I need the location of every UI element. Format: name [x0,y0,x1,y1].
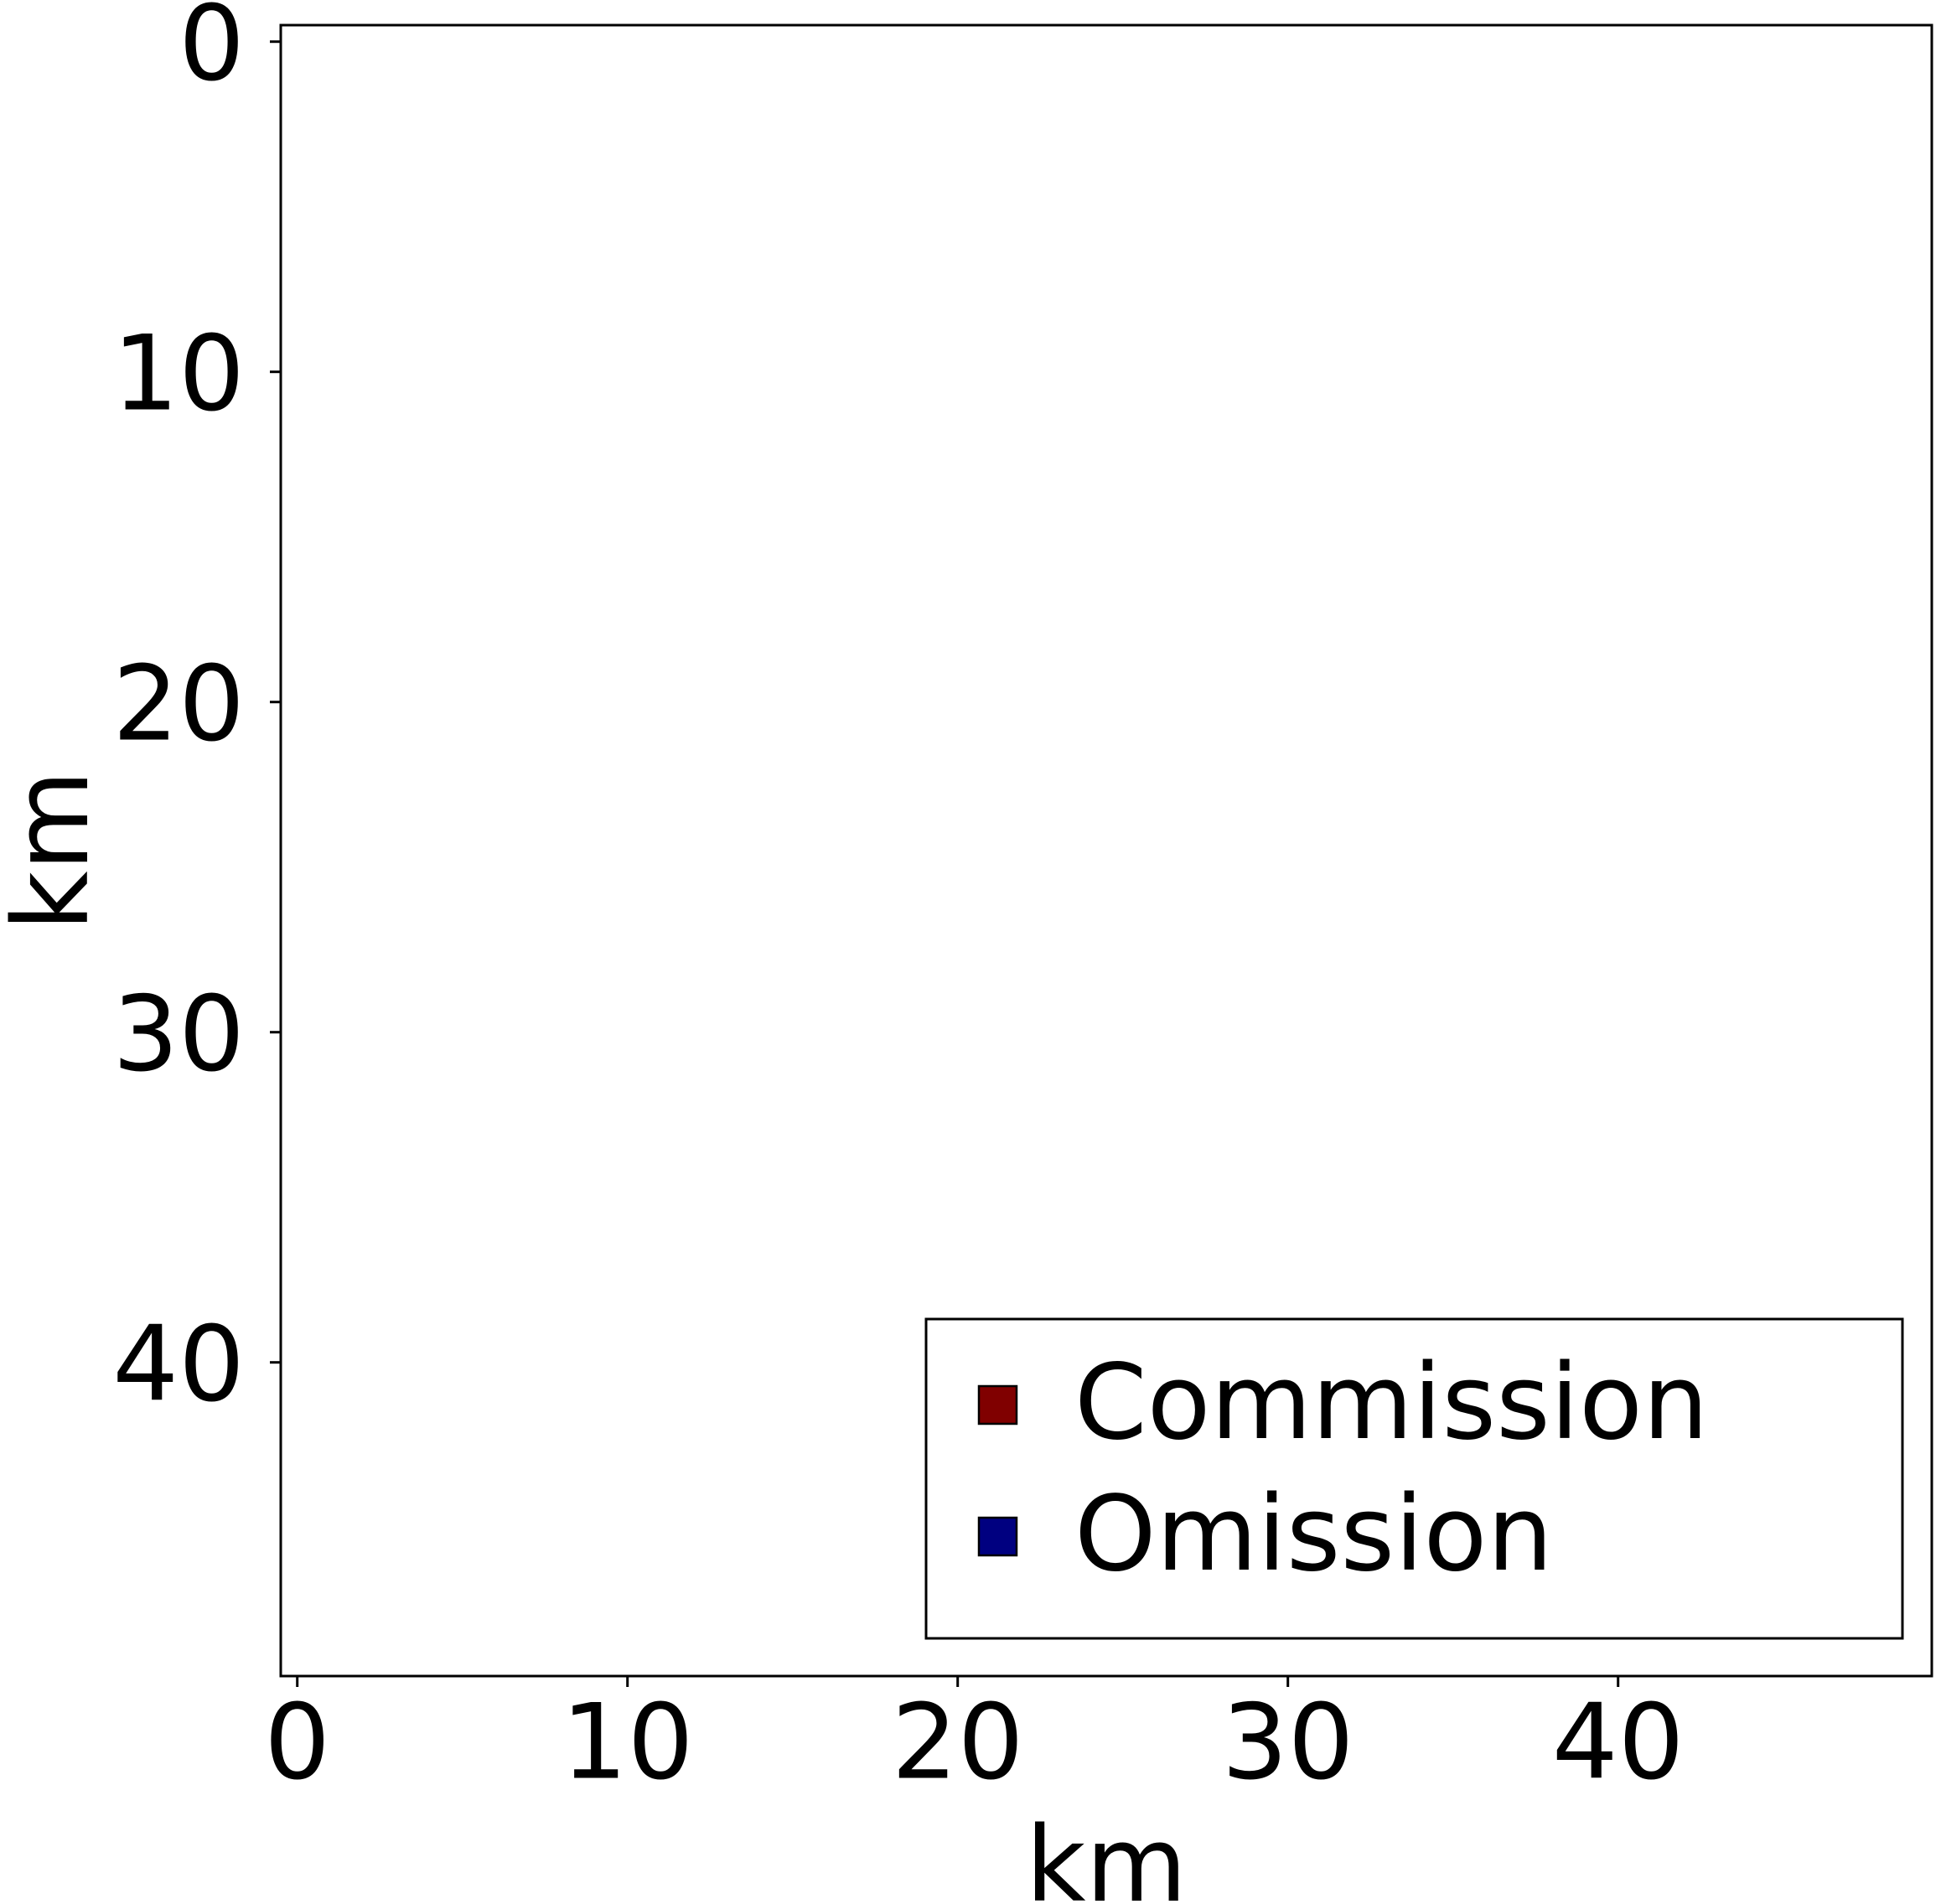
x-axis-ticks: 0 10 20 30 40 [264,1676,1685,1803]
y-axis-ticks: 0 10 20 30 40 [112,0,281,1425]
legend-frame [924,1317,1904,1640]
x-tick-label: 0 [264,1683,330,1803]
y-tick-label: 40 [112,1304,245,1425]
legend-label-commission: Commission [1074,1343,1709,1463]
y-tick-label: 10 [112,313,245,434]
x-tick-label: 20 [892,1683,1024,1803]
x-axis-label: km [1026,1805,1188,1904]
y-tick-label: 20 [112,644,245,764]
legend-swatch-omission [977,1516,1018,1557]
x-tick-label: 10 [562,1683,694,1803]
legend-label-omission: Omission [1074,1474,1553,1595]
y-tick-label: 30 [112,974,245,1094]
legend: Commission Omission [924,1317,1904,1640]
x-tick-label: 30 [1222,1683,1354,1803]
y-axis-label: km [0,770,112,932]
x-tick-label: 40 [1552,1683,1685,1803]
y-tick-label: 0 [179,0,245,104]
legend-swatch-commission [977,1384,1018,1425]
